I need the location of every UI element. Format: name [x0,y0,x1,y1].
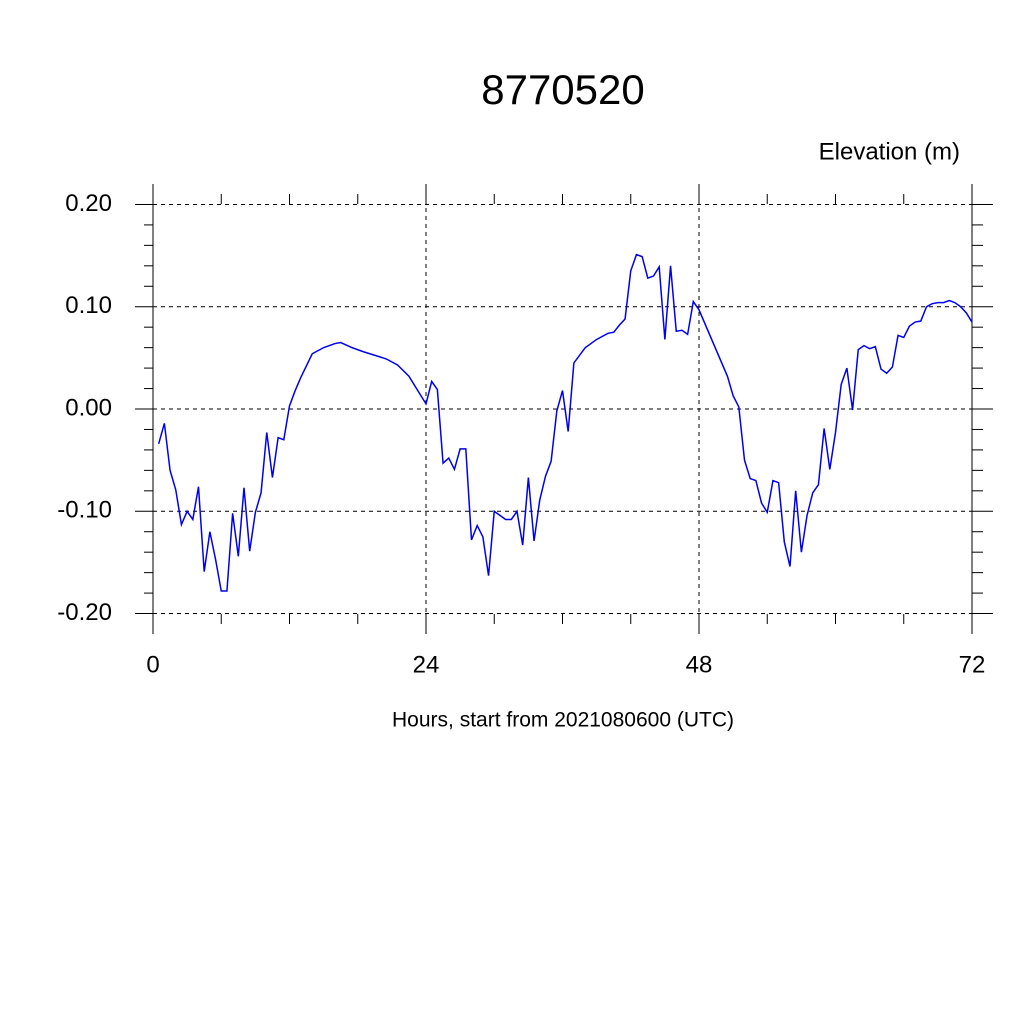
x-tick-label: 48 [686,651,713,678]
x-axis-label: Hours, start from 2021080600 (UTC) [392,709,734,732]
y-tick-label: 0.00 [65,394,112,421]
x-tick-label: 24 [413,651,440,678]
y-tick-label: -0.20 [57,599,112,626]
data-line [157,253,973,592]
y-tick-label: 0.10 [65,292,112,319]
chart-title: 8770520 [481,66,645,113]
y-tick-label: 0.20 [65,190,112,217]
y-axis-label: Elevation (m) [819,138,960,165]
x-tick-label: 0 [146,651,159,678]
y-tick-label: -0.10 [57,497,112,524]
x-tick-label: 72 [959,651,986,678]
